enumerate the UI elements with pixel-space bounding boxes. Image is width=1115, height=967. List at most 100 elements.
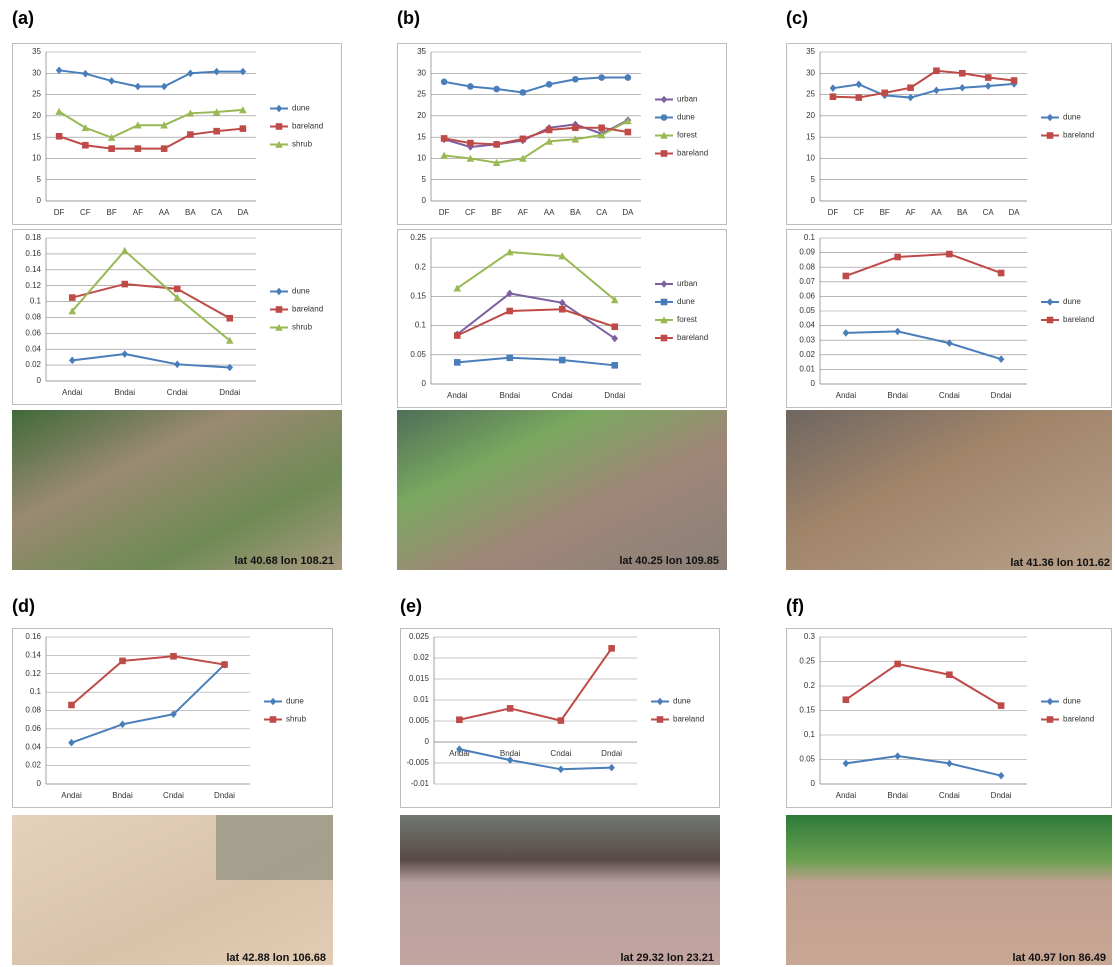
y-tick-label: 0.05 xyxy=(410,350,426,359)
marker xyxy=(454,359,461,366)
marker xyxy=(456,716,463,723)
y-tick-label: 0 xyxy=(811,196,816,205)
marker xyxy=(657,716,664,723)
marker xyxy=(276,306,283,313)
y-tick-label: 35 xyxy=(806,47,815,56)
marker xyxy=(856,94,863,101)
legend-label: bareland xyxy=(673,715,704,724)
y-tick-label: 0.14 xyxy=(25,650,41,659)
line-chart: 00.010.020.030.040.050.060.070.080.090.1… xyxy=(787,230,1112,408)
x-tick-label: Dndai xyxy=(601,749,622,758)
x-tick-label: Dndai xyxy=(991,391,1012,400)
marker xyxy=(121,281,128,288)
line-chart: 00.050.10.150.20.250.3AndaiBndaiCndaiDnd… xyxy=(787,629,1112,808)
y-tick-label: 15 xyxy=(32,132,41,141)
y-tick-label: 0.06 xyxy=(799,292,815,301)
x-tick-label: Bndai xyxy=(112,791,133,800)
marker xyxy=(276,123,283,130)
y-tick-label: 0.01 xyxy=(799,365,815,374)
x-tick-label: CA xyxy=(211,208,223,217)
legend-label: urban xyxy=(677,95,697,104)
legend-label: dune xyxy=(292,104,310,113)
marker xyxy=(661,150,668,157)
x-tick-label: Bndai xyxy=(887,391,908,400)
y-tick-label: 0.14 xyxy=(25,265,41,274)
y-tick-label: 0.16 xyxy=(25,632,41,641)
marker xyxy=(830,93,837,100)
y-tick-label: 0.05 xyxy=(799,755,815,764)
marker xyxy=(1047,317,1054,324)
panel-label: (d) xyxy=(12,596,35,616)
y-tick-label: 0.04 xyxy=(25,344,41,353)
x-tick-label: Cndai xyxy=(939,791,960,800)
line-chart: 00.050.10.150.20.25AndaiBndaiCndaiDndaiu… xyxy=(398,230,727,408)
panel-label: (c) xyxy=(786,8,808,28)
image-caption: lat 42.88 lon 106.68 xyxy=(226,952,326,964)
y-tick-label: 20 xyxy=(32,111,41,120)
line-chart: 00.020.040.060.080.10.120.140.160.18Anda… xyxy=(13,230,342,405)
y-tick-label: 0.2 xyxy=(415,262,427,271)
y-tick-label: 15 xyxy=(806,132,815,141)
y-tick-label: 25 xyxy=(417,90,426,99)
y-tick-label: 0 xyxy=(422,196,427,205)
x-tick-label: DA xyxy=(237,208,249,217)
y-tick-label: 0.02 xyxy=(799,350,815,359)
legend-label: dune xyxy=(1063,113,1081,122)
marker xyxy=(985,74,992,81)
marker xyxy=(520,89,527,96)
y-tick-label: 35 xyxy=(417,47,426,56)
image-caption: lat 40.97 lon 86.49 xyxy=(1012,952,1106,964)
y-tick-label: 0 xyxy=(37,779,42,788)
marker xyxy=(187,131,194,138)
y-tick-label: 5 xyxy=(811,175,816,184)
y-tick-label: 0 xyxy=(425,737,430,746)
y-tick-label: 0 xyxy=(37,196,42,205)
marker xyxy=(507,705,514,712)
legend-label: dune xyxy=(286,697,304,706)
marker xyxy=(493,86,500,93)
y-tick-label: 0.015 xyxy=(409,674,430,683)
marker xyxy=(946,251,953,258)
y-tick-label: 0.1 xyxy=(30,297,42,306)
marker xyxy=(572,124,579,131)
legend-label: dune xyxy=(1063,697,1081,706)
marker xyxy=(493,141,500,148)
y-tick-label: 25 xyxy=(806,90,815,99)
y-tick-label: 10 xyxy=(417,154,426,163)
y-tick-label: 0 xyxy=(811,379,816,388)
y-tick-label: 0.03 xyxy=(799,335,815,344)
marker xyxy=(611,323,618,330)
y-tick-label: 0.25 xyxy=(410,233,426,242)
y-tick-label: 0.2 xyxy=(804,681,816,690)
marker xyxy=(56,133,63,140)
marker xyxy=(843,273,850,280)
marker xyxy=(119,658,126,665)
marker xyxy=(226,315,233,322)
satellite-image xyxy=(12,410,342,570)
legend-label: shrub xyxy=(292,140,313,149)
x-tick-label: Cndai xyxy=(939,391,960,400)
x-tick-label: CF xyxy=(853,208,864,217)
marker xyxy=(559,357,566,364)
x-tick-label: AA xyxy=(544,208,555,217)
y-tick-label: 0 xyxy=(811,779,816,788)
marker xyxy=(881,90,888,97)
marker xyxy=(558,717,565,724)
y-tick-label: 0.06 xyxy=(25,328,41,337)
panel-label: (f) xyxy=(786,596,804,616)
marker xyxy=(559,306,566,313)
legend-label: shrub xyxy=(292,323,313,332)
x-tick-label: Dndai xyxy=(991,791,1012,800)
marker xyxy=(161,145,168,152)
y-tick-label: 25 xyxy=(32,90,41,99)
line-chart: -0.01-0.00500.0050.010.0150.020.025Andai… xyxy=(401,629,720,808)
y-tick-label: 30 xyxy=(417,68,426,77)
x-tick-label: Cndai xyxy=(550,749,571,758)
x-tick-label: Bndai xyxy=(500,391,521,400)
y-tick-label: 0.3 xyxy=(804,632,816,641)
marker xyxy=(1047,132,1054,139)
legend-label: dune xyxy=(292,287,310,296)
marker xyxy=(598,124,605,131)
y-tick-label: 0.08 xyxy=(25,313,41,322)
marker xyxy=(933,67,940,74)
